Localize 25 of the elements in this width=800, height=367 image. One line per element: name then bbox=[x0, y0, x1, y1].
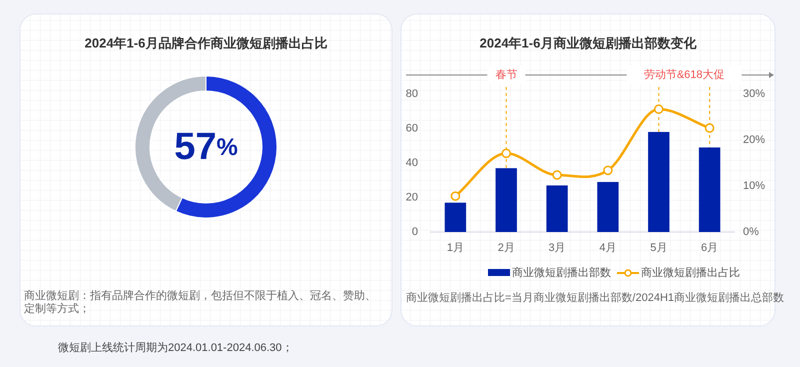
legend-label: 商业微短剧播出部数 bbox=[512, 266, 611, 279]
x-tick-label: 2月 bbox=[498, 242, 515, 254]
y-tick-label: 40 bbox=[406, 156, 418, 169]
x-tick-label: 1月 bbox=[446, 242, 464, 254]
y2-tick-label: 20% bbox=[743, 134, 766, 146]
text: 商业微短剧播出占比=当月商业微短剧播出部数/2024H1商业微短剧播出总部数 bbox=[406, 290, 784, 304]
y-tick-label: 80 bbox=[406, 88, 418, 100]
text: 微短剧上线统计周期为2024.01.01-2024.06.30； bbox=[58, 340, 293, 354]
x-tick-label: 5月 bbox=[650, 242, 668, 254]
y2-tick-label: 30% bbox=[743, 88, 766, 100]
data-label: 57% bbox=[174, 126, 238, 168]
ref-line-label: 春节 bbox=[495, 68, 518, 81]
x-tick-label: 4月 bbox=[599, 242, 616, 254]
chart-title: 2024年1-6月商业微短剧播出部数变化 bbox=[480, 35, 698, 50]
y2-tick-label: 0% bbox=[743, 226, 760, 238]
legend-label: 商业微短剧播出占比 bbox=[641, 266, 740, 279]
chart-title: 2024年1-6月品牌合作商业微短剧播出占比 bbox=[84, 35, 328, 50]
y2-tick-label: 10% bbox=[743, 180, 766, 192]
ref-line-label: 劳动节&618大促 bbox=[644, 68, 725, 81]
x-tick-label: 6月 bbox=[701, 242, 718, 254]
x-tick-label: 3月 bbox=[548, 242, 566, 254]
y-tick-label: 0 bbox=[412, 226, 418, 238]
y-tick-label: 60 bbox=[406, 122, 418, 134]
text: 商业微短剧：指有品牌合作的微短剧，包括但不限于植入、冠名、赞助、定制等方式； bbox=[24, 290, 377, 316]
y-tick-label: 20 bbox=[406, 191, 418, 204]
